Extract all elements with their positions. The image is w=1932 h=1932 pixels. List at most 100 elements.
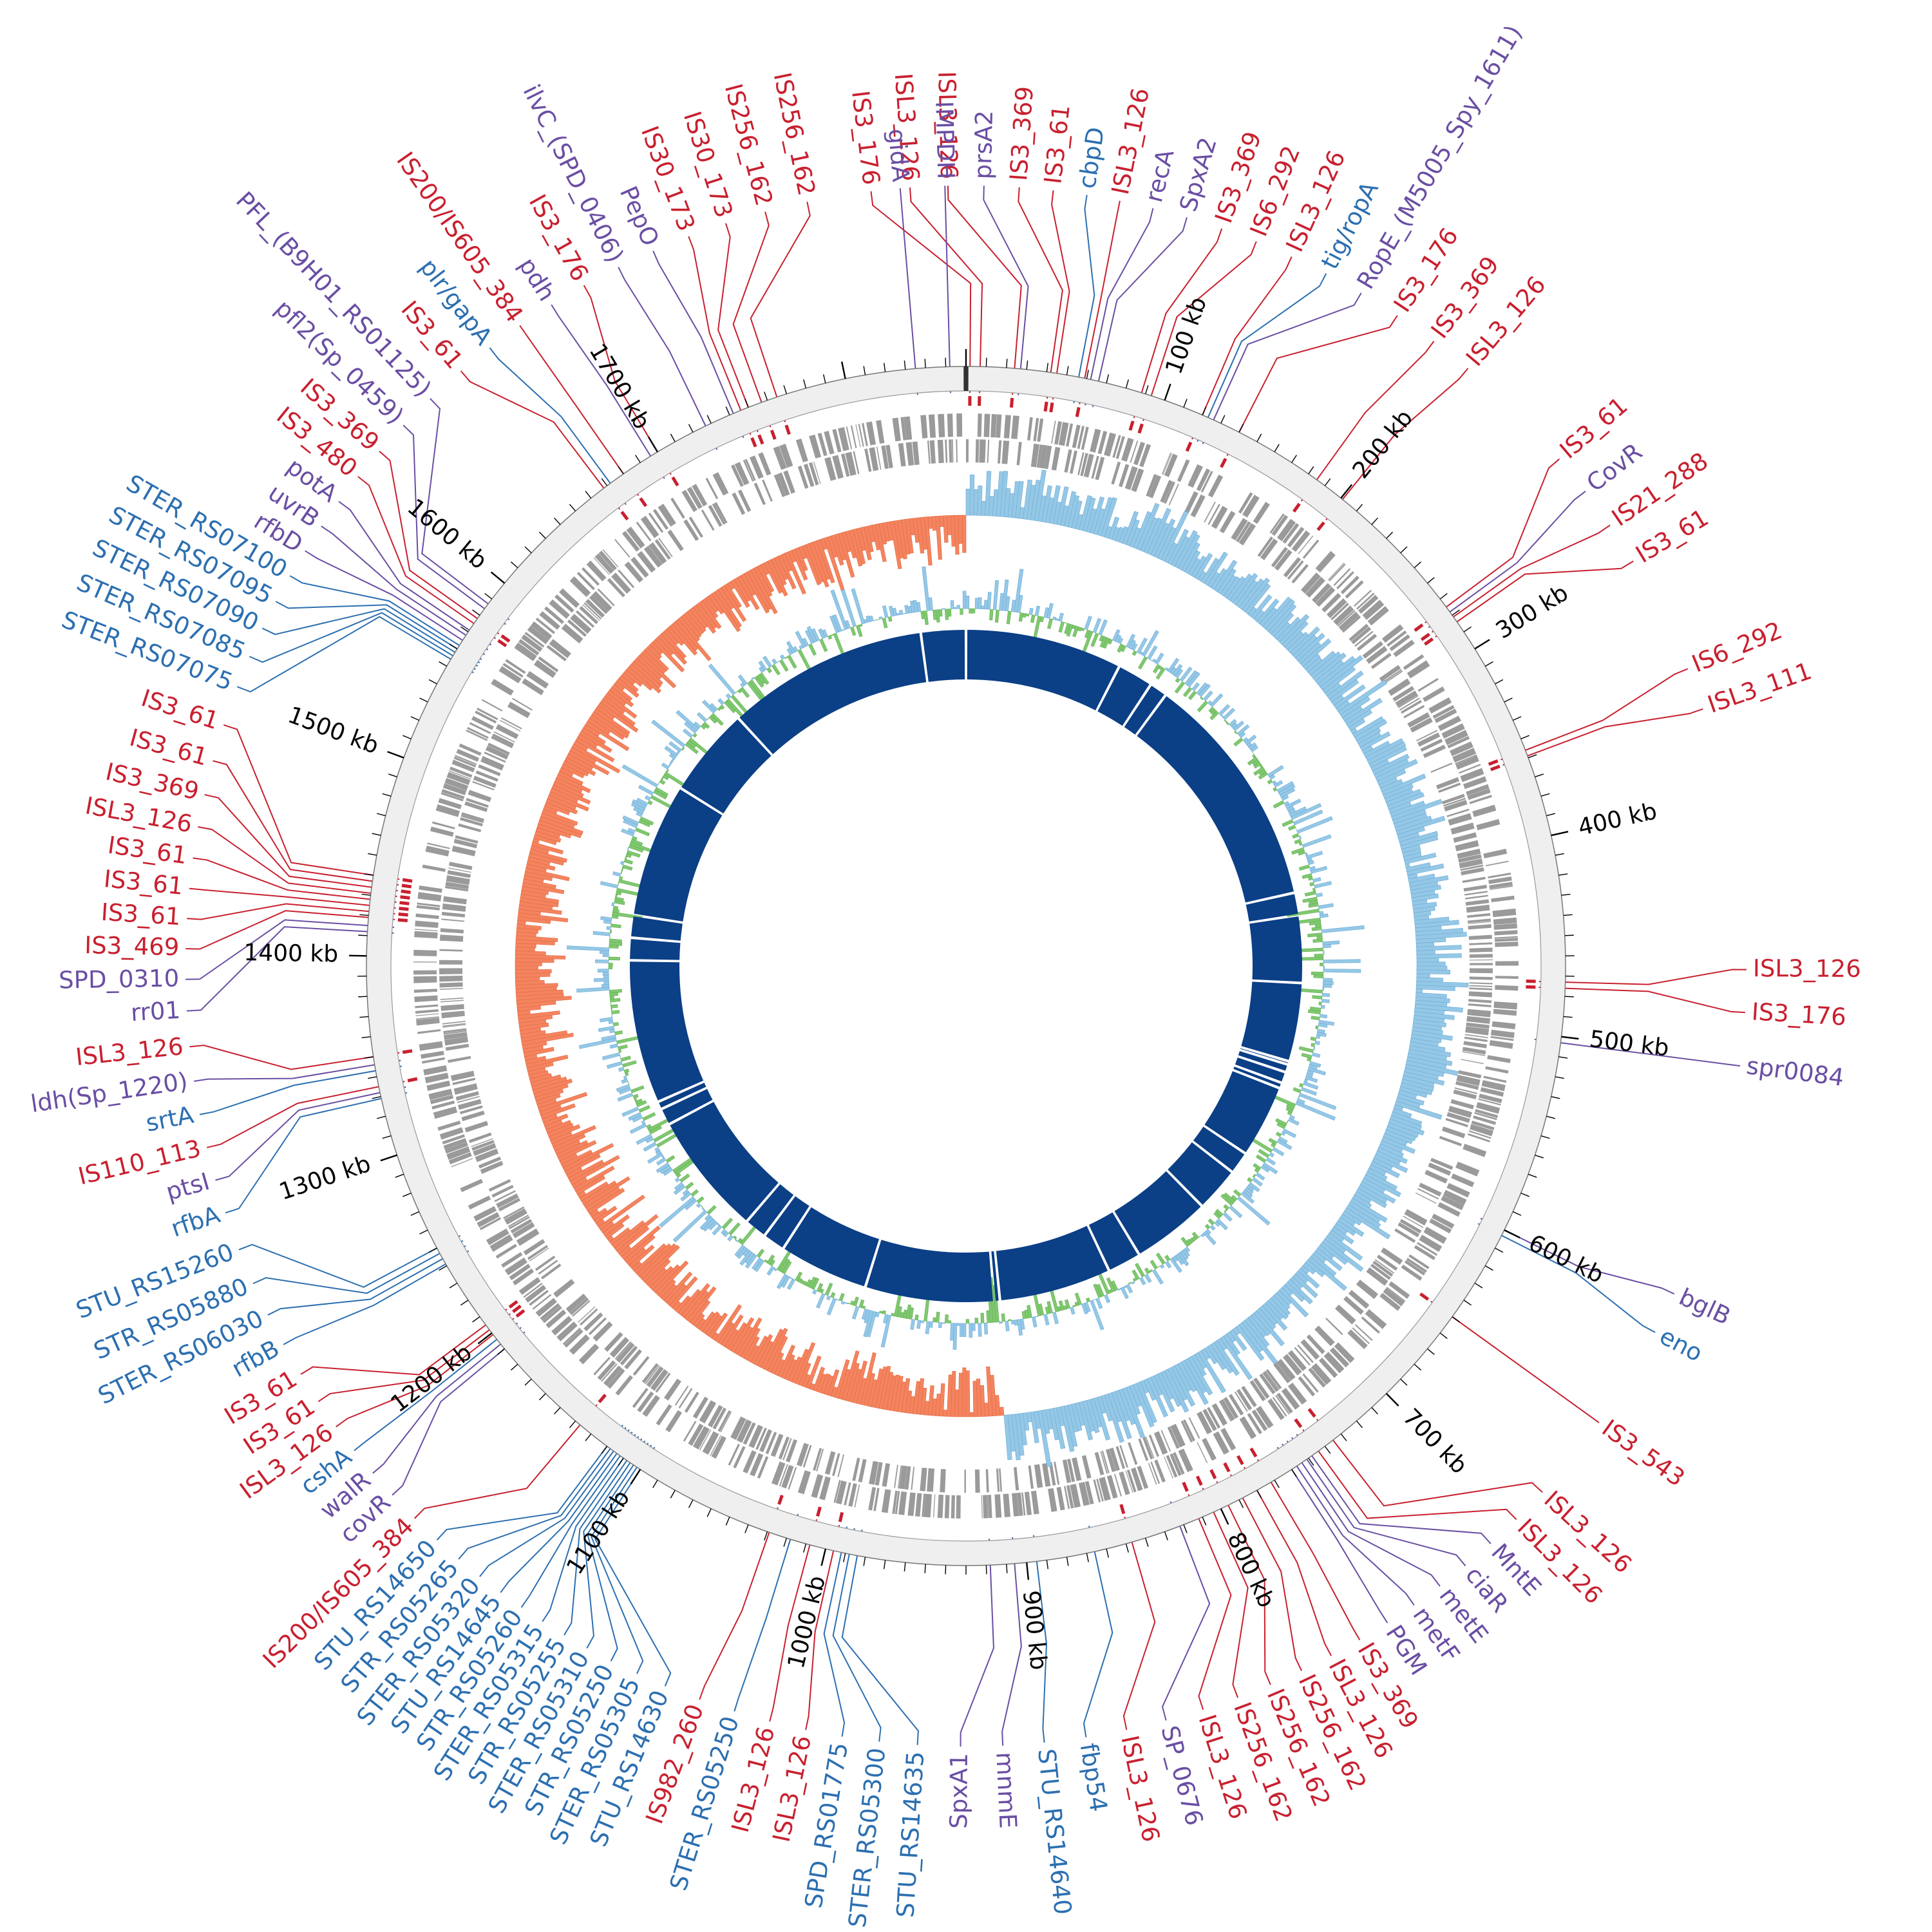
cds-forward-strand	[652, 509, 669, 530]
cds-reverse-strand	[1287, 560, 1304, 580]
label-leader-line	[1431, 524, 1611, 633]
label-leader-line	[283, 1250, 469, 1345]
cds-reverse-strand	[1228, 1394, 1244, 1416]
minor-tick	[1540, 793, 1550, 797]
feature-labels: IS3_176 ISL3_126 ISL3_126 prsA2 IS3_369 IS3_6…	[29, 21, 1861, 1929]
cds-reverse-strand	[1042, 1463, 1051, 1487]
cds-forward-strand	[988, 1495, 992, 1519]
cds-reverse-strand	[688, 516, 703, 538]
cds-reverse-strand	[1016, 442, 1022, 466]
cds-forward-strand	[665, 1410, 683, 1433]
feature-label: ISL3_126	[933, 71, 963, 180]
minor-tick	[1274, 1479, 1280, 1488]
minor-tick	[1356, 1420, 1363, 1428]
cds-forward-strand	[1063, 1486, 1070, 1510]
is-mark	[671, 476, 679, 487]
cds-reverse-strand	[1416, 730, 1438, 742]
cds-reverse-strand	[1458, 854, 1482, 863]
cds-reverse-strand	[1464, 895, 1488, 900]
minor-tick	[382, 1135, 392, 1139]
cds-reverse-strand	[858, 1459, 867, 1482]
cds-forward-strand	[1003, 1493, 1011, 1517]
cds-reverse-strand	[770, 1434, 784, 1457]
cds-forward-strand	[1267, 1398, 1285, 1421]
feature-label: STU_RS14640	[1032, 1747, 1077, 1916]
cds-reverse-strand	[708, 1405, 723, 1428]
cds-reverse-strand	[511, 697, 533, 711]
synteny-block	[670, 1101, 779, 1220]
label-leader-line	[1226, 315, 1398, 457]
minor-tick	[402, 735, 412, 740]
feature-label: fbp54	[1075, 1741, 1113, 1814]
cds-reverse-strand	[1001, 440, 1010, 464]
cds-forward-strand	[632, 1388, 649, 1408]
cds-forward-strand	[433, 1106, 458, 1119]
cds-forward-strand	[1423, 1226, 1447, 1244]
synteny-block	[1238, 1051, 1287, 1071]
cds-reverse-strand	[898, 1465, 902, 1489]
is-mark	[1195, 1475, 1203, 1486]
minor-tick	[1256, 433, 1262, 442]
major-tick	[477, 1332, 493, 1345]
cds-forward-strand	[873, 1488, 880, 1511]
synteny-block	[991, 1251, 999, 1301]
cds-reverse-strand	[439, 968, 463, 974]
minor-tick	[1504, 697, 1513, 703]
cds-forward-strand	[907, 1492, 916, 1517]
cds-forward-strand	[1476, 819, 1501, 831]
cds-reverse-strand	[1469, 959, 1493, 961]
minor-tick	[1125, 379, 1129, 388]
cds-forward-strand	[456, 748, 480, 762]
minor-tick	[1520, 1192, 1530, 1197]
cds-forward-strand	[1404, 1260, 1426, 1276]
feature-label: IS3_61	[102, 865, 184, 900]
cds-reverse-strand	[1403, 705, 1425, 719]
cds-reverse-strand	[649, 542, 667, 564]
cds-reverse-strand	[1372, 1260, 1394, 1277]
cds-reverse-strand	[720, 1411, 732, 1433]
tick-label: 500 kb	[1588, 1026, 1671, 1061]
cds-forward-strand	[733, 1446, 746, 1469]
cds-forward-strand	[636, 522, 652, 542]
cds-reverse-strand	[882, 1463, 891, 1487]
cds-reverse-strand	[1454, 1087, 1477, 1094]
cds-reverse-strand	[1464, 1034, 1488, 1039]
gc-skew-track	[515, 469, 1469, 1467]
cds-reverse-strand	[1083, 453, 1094, 478]
cds-forward-strand	[428, 1088, 453, 1101]
cds-forward-strand	[415, 920, 439, 928]
synteny-block	[1114, 1171, 1201, 1254]
tick-label: 700 kb	[1397, 1404, 1472, 1479]
label-leader-line	[960, 1539, 994, 1747]
cds-forward-strand	[413, 961, 437, 963]
cds-reverse-strand	[1095, 457, 1105, 480]
minor-tick	[744, 1524, 749, 1533]
minor-tick	[472, 609, 480, 616]
cds-reverse-strand	[1459, 858, 1483, 869]
cds-reverse-strand	[1381, 1247, 1403, 1265]
label-leader-line	[519, 325, 639, 497]
cds-forward-strand	[710, 1435, 722, 1456]
cds-forward-strand	[540, 1303, 560, 1321]
cds-forward-strand	[1253, 502, 1270, 524]
cds-reverse-strand	[1469, 963, 1493, 965]
cds-reverse-strand	[441, 1010, 465, 1019]
label-leader-line	[194, 1059, 401, 1082]
cds-forward-strand	[569, 576, 591, 598]
cds-forward-strand	[844, 1482, 851, 1506]
is-mark	[1488, 759, 1499, 766]
cds-reverse-strand	[1348, 1290, 1370, 1309]
cds-forward-strand	[1282, 523, 1300, 544]
minor-tick	[439, 661, 448, 667]
cds-reverse-strand	[451, 846, 476, 857]
cds-reverse-strand	[443, 1030, 467, 1035]
cds-forward-strand	[475, 710, 497, 724]
cds-forward-strand	[1467, 788, 1491, 800]
minor-tick	[1540, 1135, 1550, 1139]
cds-forward-strand	[569, 1334, 590, 1355]
cds-forward-strand	[1242, 495, 1260, 518]
cds-reverse-strand	[611, 573, 631, 594]
cds-forward-strand	[1197, 1442, 1208, 1464]
gc-content-negative	[608, 608, 1324, 1324]
cds-reverse-strand	[852, 1457, 860, 1481]
